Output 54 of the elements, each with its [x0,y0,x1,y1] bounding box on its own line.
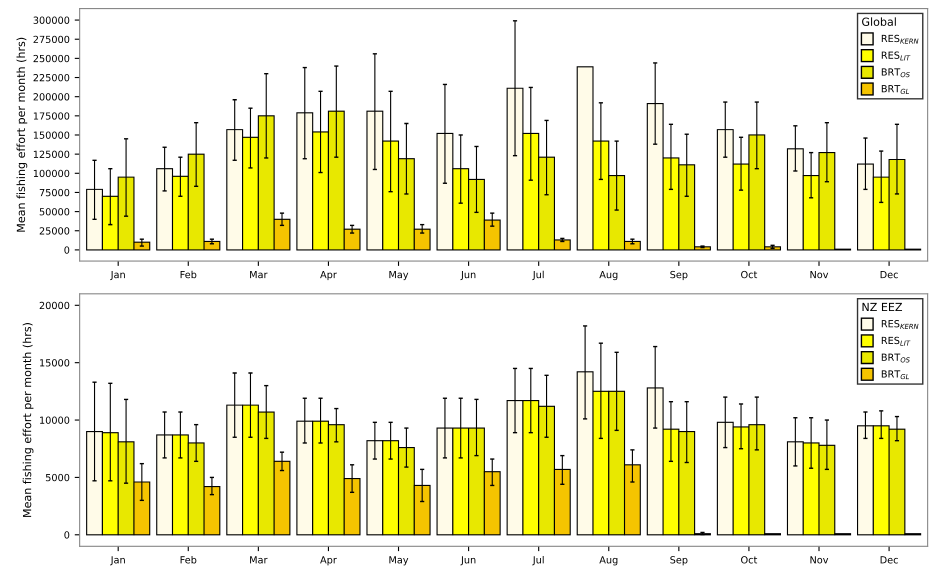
y-tick-label: 20000 [40,302,70,310]
y-tick-label: 275000 [34,36,70,44]
legend-label: RES$_{KERN}$ [882,34,918,44]
x-tick-label: Aug [599,271,618,280]
y-tick-label: 0 [64,246,70,254]
y-tick-label: 250000 [34,54,70,62]
x-tick-label: Mar [250,556,268,564]
y-axis-title: Mean fishing effort per month (hrs) [16,38,28,232]
x-tick-label: Dec [880,271,898,278]
x-tick-label: Mar [250,271,268,278]
y-tick-label: 150000 [34,131,70,139]
y-axis-title: Mean fishing effort per month (hrs) [22,323,34,517]
x-tick-label: May [389,271,408,280]
y-tick-label: 15000 [40,359,70,367]
x-tick-label: Aug [599,556,618,566]
y-tick-label: 75000 [40,188,70,196]
y-tick-label: 300000 [34,16,70,24]
x-tick-label: Jul [532,556,544,566]
x-tick-label: Feb [180,556,196,564]
x-tick-label: Jun [460,271,476,280]
x-tick-label: Jan [110,556,125,566]
x-tick-label: Nov [810,271,828,278]
x-tick-label: Jan [110,271,125,280]
legend-label: RES$_{KERN}$ [882,320,918,329]
x-tick-label: Feb [180,270,196,278]
legend-label: RES$_{LIT}$ [882,52,910,60]
x-tick-label: Dec [880,556,898,564]
legend-label: RES$_{LIT}$ [882,336,910,346]
y-tick-label: 175000 [34,112,70,120]
x-tick-label: Sep [670,270,688,280]
y-tick-label: 225000 [34,74,70,82]
x-tick-label: Jul [532,270,544,280]
legend-title: NZ EEZ [862,302,902,312]
y-tick-label: 125000 [34,150,70,158]
y-tick-label: 25000 [40,227,70,235]
x-tick-label: Oct [741,270,758,278]
x-tick-label: Oct [741,556,758,564]
y-tick-label: 50000 [40,208,70,216]
legend-label: BRT$_{GL}$ [882,370,909,380]
x-tick-label: Apr [320,556,337,566]
y-tick-label: 5000 [46,474,70,482]
x-tick-label: May [389,556,408,566]
legend-label: BRT$_{GL}$ [882,85,909,94]
legend-label: BRT$_{OS}$ [882,354,910,362]
legend-label: BRT$_{OS}$ [882,68,910,78]
y-tick-label: 0 [64,531,70,539]
x-tick-label: Apr [320,271,337,280]
y-tick-label: 200000 [34,93,70,101]
x-tick-label: Nov [810,556,828,564]
x-tick-label: Sep [670,556,688,566]
y-tick-label: 100000 [34,170,70,178]
legend-title: Global [862,17,896,26]
x-tick-label: Jun [460,556,476,566]
y-tick-label: 10000 [40,416,70,424]
